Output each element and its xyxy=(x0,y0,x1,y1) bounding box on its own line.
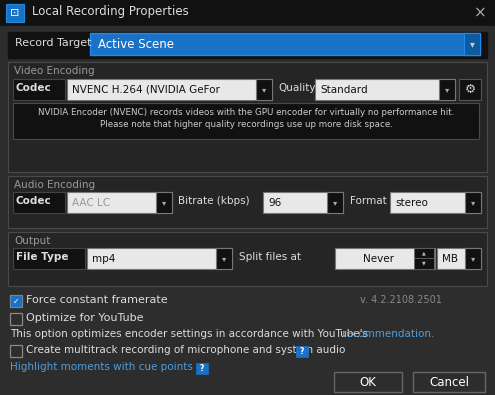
Bar xyxy=(6,4,24,22)
Bar xyxy=(263,192,343,213)
Text: Highlight moments with cue points: Highlight moments with cue points xyxy=(10,362,193,372)
Bar xyxy=(296,346,308,357)
Bar xyxy=(10,295,22,307)
Text: Audio Encoding: Audio Encoding xyxy=(14,180,95,190)
Bar xyxy=(10,345,22,357)
Bar xyxy=(87,248,232,269)
Text: Video Encoding: Video Encoding xyxy=(14,66,95,76)
Bar xyxy=(67,192,172,213)
Text: NVIDIA Encoder (NVENC) records videos with the GPU encoder for virtually no perf: NVIDIA Encoder (NVENC) records videos wi… xyxy=(38,108,454,117)
Bar xyxy=(414,258,434,269)
Bar xyxy=(413,372,485,392)
Text: Record Target: Record Target xyxy=(15,38,92,48)
Bar xyxy=(465,192,481,213)
Text: Format: Format xyxy=(350,196,387,206)
Text: Quality:: Quality: xyxy=(278,83,318,93)
Text: ▾: ▾ xyxy=(445,85,449,94)
Text: OK: OK xyxy=(359,376,376,389)
Bar xyxy=(459,79,481,100)
Text: ▾: ▾ xyxy=(471,254,475,263)
Bar xyxy=(464,33,480,55)
Text: Local Recording Properties: Local Recording Properties xyxy=(32,5,189,18)
Text: Bitrate (kbps): Bitrate (kbps) xyxy=(178,196,249,206)
Bar xyxy=(67,79,272,100)
Text: Please note that higher quality recordings use up more disk space.: Please note that higher quality recordin… xyxy=(99,120,393,129)
Text: ?: ? xyxy=(200,364,204,373)
Bar xyxy=(13,103,479,139)
Text: ✓: ✓ xyxy=(13,297,19,305)
Bar xyxy=(8,176,487,228)
Text: ⚙: ⚙ xyxy=(464,83,476,96)
Bar xyxy=(439,79,455,100)
Bar xyxy=(8,62,487,172)
Bar xyxy=(13,192,65,213)
Text: ▾: ▾ xyxy=(222,254,226,263)
Bar xyxy=(390,192,481,213)
Bar xyxy=(334,372,402,392)
Text: Active Scene: Active Scene xyxy=(98,38,174,51)
Text: ▾: ▾ xyxy=(162,198,166,207)
Bar xyxy=(11,296,21,306)
Bar xyxy=(13,248,85,269)
Text: ▾: ▾ xyxy=(470,39,474,49)
Bar xyxy=(315,79,455,100)
Text: MB: MB xyxy=(442,254,458,264)
Text: Split files at: Split files at xyxy=(239,252,301,262)
Bar xyxy=(8,32,487,58)
Text: Codec: Codec xyxy=(16,83,52,93)
Text: This option optimizes encoder settings in accordance with YouTube's: This option optimizes encoder settings i… xyxy=(10,329,371,339)
Text: ×: × xyxy=(474,6,487,21)
Bar xyxy=(196,363,208,374)
Text: ▾: ▾ xyxy=(333,198,337,207)
Text: This option optimizes encoder settings in accordance with YouTube's: This option optimizes encoder settings i… xyxy=(10,329,371,339)
Bar xyxy=(13,79,65,100)
Bar xyxy=(465,248,481,269)
Bar xyxy=(327,192,343,213)
Text: Codec: Codec xyxy=(16,196,52,206)
Text: AAC LC: AAC LC xyxy=(72,198,110,208)
Text: Create multitrack recording of microphone and system audio: Create multitrack recording of microphon… xyxy=(26,345,346,355)
Text: ▾: ▾ xyxy=(471,198,475,207)
Text: recommendation.: recommendation. xyxy=(342,329,435,339)
Text: ?: ? xyxy=(300,347,304,356)
Text: Output: Output xyxy=(14,236,50,246)
Text: v. 4.2.2108.2501: v. 4.2.2108.2501 xyxy=(360,295,442,305)
Bar xyxy=(414,248,434,258)
Text: Never: Never xyxy=(362,254,394,263)
Bar xyxy=(10,313,22,325)
Bar xyxy=(0,0,495,26)
Bar xyxy=(156,192,172,213)
Bar xyxy=(216,248,232,269)
Text: ▼: ▼ xyxy=(422,260,426,265)
Text: ⊡: ⊡ xyxy=(10,9,20,19)
Text: ▲: ▲ xyxy=(422,250,426,256)
Text: ▾: ▾ xyxy=(262,85,266,94)
Text: mp4: mp4 xyxy=(92,254,115,264)
Bar xyxy=(256,79,272,100)
Bar xyxy=(8,232,487,286)
Text: 96: 96 xyxy=(268,198,281,208)
Bar xyxy=(437,248,481,269)
Bar xyxy=(90,33,480,55)
Text: NVENC H.264 (NVIDIA GeFor: NVENC H.264 (NVIDIA GeFor xyxy=(72,85,220,95)
Bar xyxy=(335,248,435,269)
Text: Cancel: Cancel xyxy=(429,376,469,389)
Text: Optimize for YouTube: Optimize for YouTube xyxy=(26,313,144,323)
Text: Standard: Standard xyxy=(320,85,368,95)
Text: File Type: File Type xyxy=(16,252,68,262)
Text: stereo: stereo xyxy=(395,198,428,208)
Text: Force constant framerate: Force constant framerate xyxy=(26,295,168,305)
